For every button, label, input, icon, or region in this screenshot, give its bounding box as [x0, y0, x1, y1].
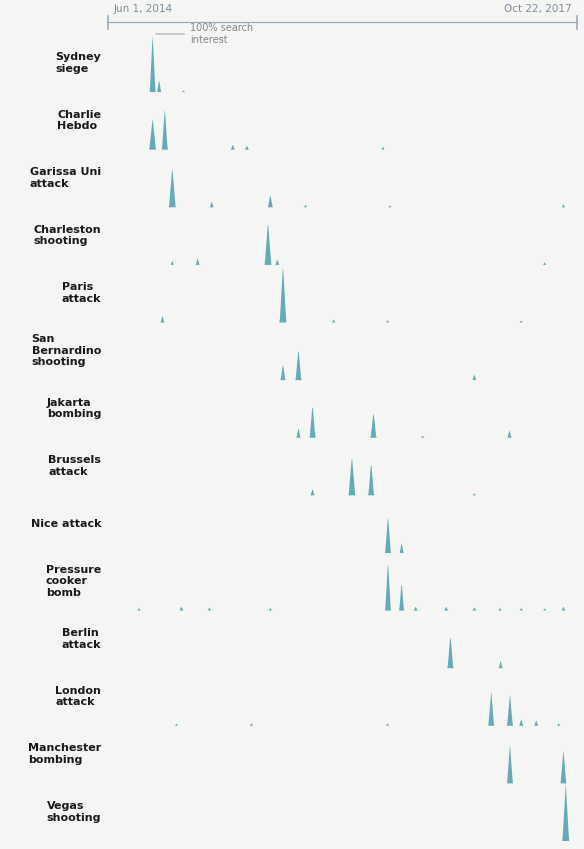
Text: Oct 22, 2017: Oct 22, 2017 — [504, 4, 571, 14]
Text: Brussels
attack: Brussels attack — [48, 455, 101, 477]
Text: Jakarta
bombing: Jakarta bombing — [47, 397, 101, 419]
Text: Berlin
attack: Berlin attack — [61, 628, 101, 649]
Text: Manchester
bombing: Manchester bombing — [28, 743, 101, 765]
Text: 100% search
interest: 100% search interest — [190, 23, 253, 45]
Text: Jun 1, 2014: Jun 1, 2014 — [114, 4, 173, 14]
Text: Charleston
shooting: Charleston shooting — [33, 225, 101, 246]
Text: Vegas
shooting: Vegas shooting — [47, 801, 101, 823]
Text: Nice attack: Nice attack — [30, 519, 101, 529]
Text: Garissa Uni
attack: Garissa Uni attack — [30, 167, 101, 188]
Text: Paris
attack: Paris attack — [61, 283, 101, 304]
Text: London
attack: London attack — [55, 686, 101, 707]
Text: Pressure
cooker
bomb: Pressure cooker bomb — [46, 565, 101, 598]
Text: San
Bernardino
shooting: San Bernardino shooting — [32, 335, 101, 368]
Text: Sydney
siege: Sydney siege — [55, 52, 101, 74]
Text: Charlie
Hebdo: Charlie Hebdo — [57, 110, 101, 132]
